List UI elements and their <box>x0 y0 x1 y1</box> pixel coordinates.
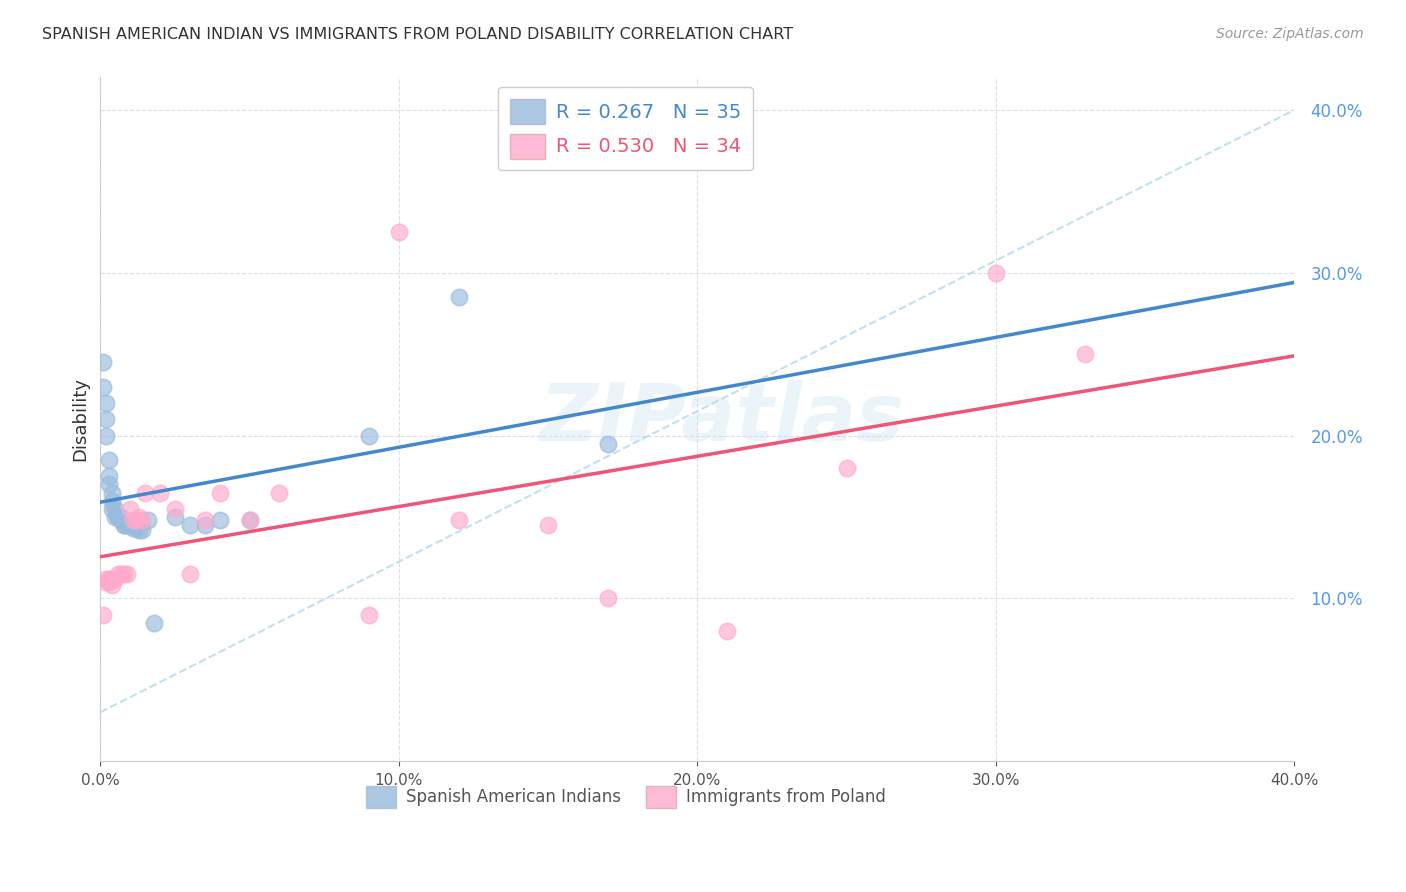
Immigrants from Poland <box>179 566 201 581</box>
Immigrants from Poland <box>125 513 148 527</box>
Spanish American Indians <box>194 518 217 533</box>
Spanish American Indians <box>91 380 114 394</box>
Immigrants from Poland <box>110 566 132 581</box>
Spanish American Indians <box>120 518 142 533</box>
Spanish American Indians <box>98 477 121 491</box>
Immigrants from Poland <box>98 574 121 589</box>
Immigrants from Poland <box>596 591 619 606</box>
Immigrants from Poland <box>91 607 114 622</box>
Immigrants from Poland <box>269 485 291 500</box>
Spanish American Indians <box>115 518 138 533</box>
Immigrants from Poland <box>101 572 124 586</box>
Spanish American Indians <box>104 510 127 524</box>
Spanish American Indians <box>101 485 124 500</box>
Immigrants from Poland <box>984 266 1007 280</box>
Spanish American Indians <box>91 355 114 369</box>
Spanish American Indians <box>239 513 262 527</box>
Spanish American Indians <box>357 428 380 442</box>
Immigrants from Poland <box>357 607 380 622</box>
Spanish American Indians <box>101 493 124 508</box>
Immigrants from Poland <box>96 574 118 589</box>
Y-axis label: Disability: Disability <box>72 377 89 461</box>
Spanish American Indians <box>107 510 129 524</box>
Spanish American Indians <box>104 501 127 516</box>
Immigrants from Poland <box>388 225 411 239</box>
Text: ZIPatlas: ZIPatlas <box>538 380 904 458</box>
Immigrants from Poland <box>134 485 156 500</box>
Spanish American Indians <box>125 521 148 535</box>
Spanish American Indians <box>96 396 118 410</box>
Spanish American Indians <box>208 513 231 527</box>
Immigrants from Poland <box>98 572 121 586</box>
Immigrants from Poland <box>1074 347 1097 361</box>
Immigrants from Poland <box>239 513 262 527</box>
Immigrants from Poland <box>537 518 560 533</box>
Immigrants from Poland <box>447 513 470 527</box>
Spanish American Indians <box>96 412 118 426</box>
Immigrants from Poland <box>149 485 172 500</box>
Immigrants from Poland <box>107 566 129 581</box>
Immigrants from Poland <box>128 510 150 524</box>
Immigrants from Poland <box>104 572 127 586</box>
Spanish American Indians <box>122 521 145 535</box>
Spanish American Indians <box>98 453 121 467</box>
Spanish American Indians <box>107 510 129 524</box>
Immigrants from Poland <box>122 513 145 527</box>
Legend: Spanish American Indians, Immigrants from Poland: Spanish American Indians, Immigrants fro… <box>359 780 893 814</box>
Spanish American Indians <box>110 510 132 524</box>
Immigrants from Poland <box>716 624 738 638</box>
Immigrants from Poland <box>194 513 217 527</box>
Immigrants from Poland <box>163 501 186 516</box>
Immigrants from Poland <box>120 501 142 516</box>
Spanish American Indians <box>128 523 150 537</box>
Spanish American Indians <box>131 523 153 537</box>
Spanish American Indians <box>163 510 186 524</box>
Text: Source: ZipAtlas.com: Source: ZipAtlas.com <box>1216 27 1364 41</box>
Spanish American Indians <box>447 290 470 304</box>
Spanish American Indians <box>136 513 159 527</box>
Spanish American Indians <box>596 436 619 450</box>
Spanish American Indians <box>179 518 201 533</box>
Spanish American Indians <box>101 501 124 516</box>
Immigrants from Poland <box>131 513 153 527</box>
Immigrants from Poland <box>101 578 124 592</box>
Immigrants from Poland <box>112 566 135 581</box>
Spanish American Indians <box>112 518 135 533</box>
Spanish American Indians <box>143 615 166 630</box>
Text: SPANISH AMERICAN INDIAN VS IMMIGRANTS FROM POLAND DISABILITY CORRELATION CHART: SPANISH AMERICAN INDIAN VS IMMIGRANTS FR… <box>42 27 793 42</box>
Spanish American Indians <box>112 518 135 533</box>
Immigrants from Poland <box>115 566 138 581</box>
Immigrants from Poland <box>96 572 118 586</box>
Spanish American Indians <box>98 469 121 483</box>
Spanish American Indians <box>96 428 118 442</box>
Spanish American Indians <box>110 513 132 527</box>
Immigrants from Poland <box>208 485 231 500</box>
Immigrants from Poland <box>835 461 858 475</box>
